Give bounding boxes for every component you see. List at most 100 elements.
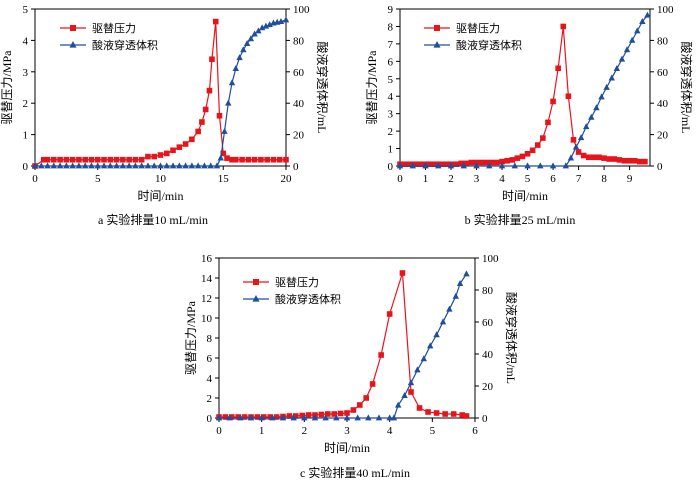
volume-point [639, 17, 646, 24]
pressure-point [570, 137, 577, 143]
pressure-point [101, 156, 107, 163]
pressure-point [611, 156, 618, 162]
volume-point [56, 162, 64, 169]
pressure-point [534, 142, 541, 148]
pressure-point [417, 161, 424, 168]
pressure-point [76, 156, 82, 163]
x-tick-label: 4 [499, 173, 505, 185]
y-left-tick-label: 6 [388, 56, 394, 68]
pressure-point [222, 414, 229, 420]
pressure-point [229, 156, 235, 163]
pressure-point [113, 156, 120, 163]
volume-point [258, 414, 265, 421]
pressure-point [509, 157, 516, 163]
pressure-point [170, 147, 176, 154]
volume-point [82, 162, 89, 169]
pressure-point [261, 414, 267, 420]
pressure-point [585, 154, 592, 161]
pressure-point [519, 153, 526, 160]
volume-point [608, 74, 615, 81]
pressure-point [560, 23, 567, 30]
volume-point [226, 414, 233, 421]
pressure-point [402, 161, 408, 168]
pressure-point [145, 153, 151, 160]
volume-point [446, 305, 453, 312]
pressure-point [325, 411, 331, 417]
y-right-tick-label: 60 [482, 317, 494, 329]
pressure-point [57, 156, 63, 163]
y-right-tick-label: 80 [482, 285, 494, 297]
pressure-point [468, 159, 475, 166]
volume-point [277, 17, 285, 24]
volume-point [282, 16, 290, 23]
volume-point [113, 162, 120, 169]
x-tick-label: 0 [32, 173, 38, 185]
pressure-point [293, 413, 299, 419]
legend-label: 酸液穿透体积 [275, 292, 341, 306]
pressure-point [273, 414, 280, 420]
pressure-point [220, 150, 227, 157]
pressure-point [363, 395, 369, 401]
pressure-point [425, 409, 431, 415]
x-tick-label: 1 [259, 425, 265, 437]
y-left-tick-label: 0 [388, 161, 394, 173]
y-left-tick-label: 4 [23, 35, 29, 47]
y-left-tick-label: 5 [388, 74, 394, 86]
volume-point [549, 162, 557, 169]
pressure-point [189, 136, 195, 143]
volume-point [269, 414, 276, 421]
volume-point [498, 162, 506, 169]
pressure-point [631, 157, 638, 164]
pressure-point [254, 414, 261, 420]
volume-point [240, 46, 247, 53]
pressure-point [350, 407, 357, 413]
pressure-point [63, 156, 70, 163]
chart-panel-b: 0 1 2 3 4 5 6 7 8 9 0 1 2 3 4 5 6 7 8 9 0 20 40 60 80 100 时间/min 驱替… [365, 4, 694, 227]
y-left-tick-label: 4 [207, 373, 213, 385]
volume-point [201, 162, 208, 169]
y-right-tick-label: 100 [482, 253, 499, 265]
pressure-point [163, 150, 170, 157]
panel-caption: b 实验排量25 mL/min [465, 212, 576, 227]
volume-point [255, 27, 262, 34]
y-right-tick-label: 100 [657, 4, 674, 16]
plot-frame [34, 8, 287, 167]
volume-point [593, 104, 600, 111]
volume-point [396, 162, 404, 169]
volume-point [598, 93, 605, 100]
y-left-tick-label: 3 [388, 109, 394, 121]
pressure-point [212, 18, 219, 25]
pressure-point [504, 157, 510, 164]
volume-point [511, 162, 518, 169]
y-left-tick-label: 12 [201, 293, 212, 305]
volume-point [439, 318, 447, 325]
x-tick-label: 5 [95, 173, 101, 185]
x-tick-label: 1 [423, 173, 429, 185]
y-left-tick-label: 16 [201, 253, 213, 265]
y-right-tick-label: 40 [482, 349, 494, 361]
x-tick-label: 5 [430, 425, 436, 437]
volume-point [232, 65, 239, 72]
pressure-point [286, 413, 293, 419]
volume-point [125, 162, 133, 169]
y-right-axis-label: 酸液穿透体积/mL [679, 42, 694, 134]
volume-point [311, 414, 319, 421]
pressure-point [478, 159, 485, 166]
pressure-point [229, 414, 235, 420]
chart-panel-c: 0 1 2 3 4 5 60246810121416020406080100时间/min驱替… [184, 253, 519, 480]
y-left-tick-label: 0 [207, 413, 213, 425]
x-tick-label: 2 [448, 173, 454, 185]
volume-point [157, 162, 164, 169]
x-tick-label: 15 [218, 173, 230, 185]
pressure-point [199, 119, 205, 125]
legend-triangle-marker [433, 41, 441, 48]
pressure-point [555, 65, 561, 72]
y-right-tick-label: 60 [293, 67, 305, 79]
pressure-point [182, 141, 189, 147]
volume-point [94, 162, 101, 169]
volume-point [236, 54, 243, 61]
volume-point [144, 162, 152, 169]
volume-point [414, 366, 421, 373]
legend-label: 酸液穿透体积 [456, 38, 522, 52]
volume-point [456, 280, 464, 286]
